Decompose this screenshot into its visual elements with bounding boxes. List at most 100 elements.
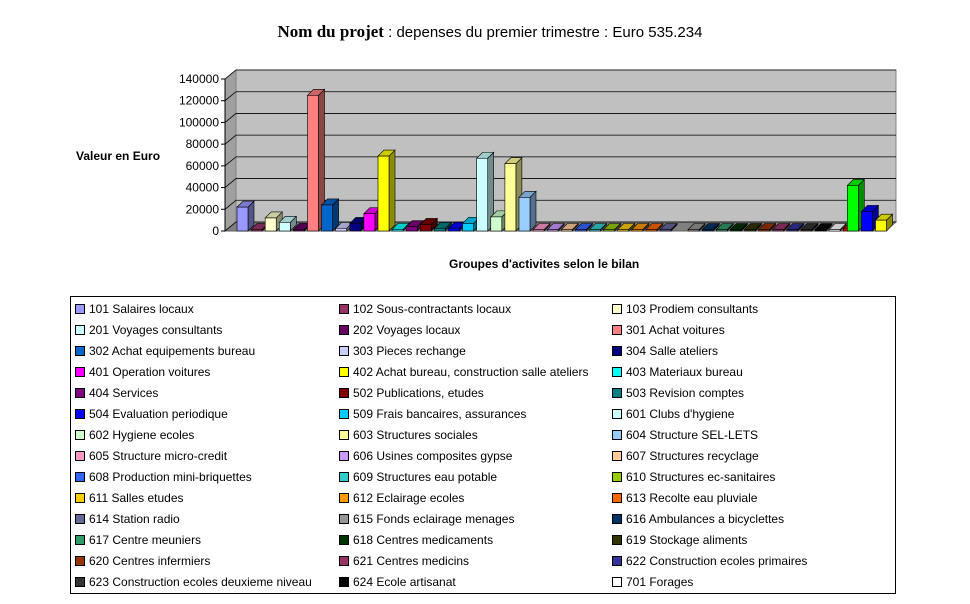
legend-swatch [339,324,349,335]
bar-front [321,204,333,232]
legend-label: 301 Achat voitures [626,323,725,337]
y-axis-label: Valeur en Euro [76,149,161,163]
legend-label: 619 Stockage aliments [626,533,748,547]
bar [757,222,777,232]
bar-front [589,229,601,232]
bar-front [631,229,644,232]
legend-swatch [339,366,349,377]
legend-swatch [612,345,622,356]
legend-label: 202 Voyages locaux [353,323,461,337]
legend-item: 614 Station radio [75,512,180,528]
bar-front [814,229,827,232]
legend-swatch [612,555,622,566]
legend-label: 624 Ecole artisanat [353,575,456,589]
bar-front [518,197,531,232]
bar [800,222,819,232]
legend-label: 201 Voyages consultants [89,323,223,337]
plot-side-wall [224,68,237,233]
legend-swatch [339,387,349,398]
legend-label: 604 Structure SEL-LETS [626,428,759,442]
legend-label: 601 Clubs d'hygiene [626,407,735,421]
legend-label: 502 Publications, etudes [353,386,484,400]
bar-front [462,223,474,232]
legend-label: 304 Salle ateliers [626,344,719,358]
legend-item: 201 Voyages consultants [75,323,222,339]
legend-swatch [612,387,622,398]
bar [701,222,720,232]
legend-label: 610 Structures ec-sanitaires [626,470,776,484]
bar [306,88,326,232]
legend-swatch [75,366,85,377]
legend-label: 622 Construction ecoles primaires [626,554,808,568]
gridline [224,221,896,232]
legend-label: 605 Structure micro-credit [89,449,228,463]
legend-swatch [75,576,85,587]
bar [828,222,847,232]
bar-front [758,229,770,232]
legend-item: 619 Stockage aliments [612,533,747,549]
bar [236,200,255,232]
legend-item: 504 Evaluation periodique [75,407,228,423]
legend-swatch [612,576,622,587]
legend-item: 401 Operation voitures [75,365,210,381]
bar-front [419,224,432,232]
bar-front [659,229,672,232]
legend-item: 509 Frais bancaires, assurances [339,407,526,423]
legend-item: 611 Salles etudes [75,491,184,507]
legend-label: 302 Achat equipements bureau [89,344,256,358]
legend-item: 404 Services [75,386,158,402]
bar-front [603,229,615,232]
legend-swatch [612,492,622,503]
legend-item: 601 Clubs d'hygiene [612,407,734,423]
bar [743,222,763,232]
legend-label: 615 Fonds eclairage menages [353,512,515,526]
legend-swatch [612,471,622,482]
plot-area: 0 20000 40000 60000 80000 100000 120000 140000 [179,68,898,238]
bar-front [715,229,728,232]
legend-label: 509 Frais bancaires, assurances [353,407,527,421]
bar-front [786,229,799,232]
legend-label: 402 Achat bureau, construction salle ate… [353,365,589,379]
legend-item: 403 Materiaux bureau [612,365,743,381]
legend-item: 610 Structures ec-sanitaires [612,470,775,486]
legend-item: 613 Recolte eau pluviale [612,491,757,507]
legend-swatch [75,513,85,524]
legend-item: 608 Production mini-briquettes [75,470,252,486]
legend-swatch [339,513,349,524]
legend-label: 608 Production mini-briquettes [89,470,252,484]
legend-label: 623 Construction ecoles deuxieme niveau [89,575,312,589]
legend-swatch [339,345,349,356]
legend-item: 623 Construction ecoles deuxieme niveau [75,575,312,591]
bar-front [405,226,418,232]
bar-front [293,229,305,232]
legend-item: 701 Forages [612,575,693,591]
chart-title: Nom du projet : depenses du premier trim… [0,22,970,42]
legend-label: 603 Structures sociales [353,428,478,442]
legend-swatch [75,345,85,356]
legend-item: 624 Ecole artisanat [339,575,456,591]
bar [602,222,622,232]
bar [786,222,805,232]
y-tick-label: 140000 [179,72,219,86]
y-tick-label: 100000 [179,115,219,129]
legend-item: 603 Structures sociales [339,428,478,444]
gridline [224,91,896,102]
legend-swatch [75,450,85,461]
legend-item: 612 Eclairage ecoles [339,491,464,507]
gridline [224,178,896,188]
legend-swatch [75,429,85,440]
bar-front [828,229,841,232]
legend-label: 614 Station radio [89,512,180,526]
legend-label: 504 Evaluation periodique [89,407,228,421]
gridline [224,69,896,80]
bar-front [861,211,873,232]
bar-front [236,206,249,232]
chart-title-rest: : depenses du premier trimestre : Euro 5… [383,24,703,41]
legend-item: 604 Structure SEL-LETS [612,428,758,444]
legend-swatch [612,408,622,419]
bar [616,222,636,232]
y-tick-label: 80000 [186,137,220,151]
bar [687,222,706,232]
legend-item: 615 Fonds eclairage menages [339,512,514,528]
bar-front [730,229,742,232]
